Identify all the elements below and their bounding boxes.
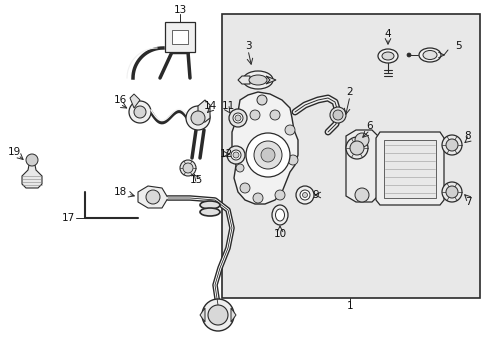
Ellipse shape [200, 208, 220, 216]
Circle shape [257, 95, 266, 105]
Circle shape [354, 188, 368, 202]
Circle shape [274, 190, 285, 200]
Polygon shape [200, 308, 204, 322]
Text: 7: 7 [464, 197, 470, 207]
Circle shape [302, 193, 307, 198]
Text: 4: 4 [384, 29, 390, 39]
Text: 10: 10 [273, 229, 286, 239]
Circle shape [185, 106, 209, 130]
Circle shape [285, 125, 294, 135]
Circle shape [445, 186, 457, 198]
Circle shape [183, 163, 193, 173]
Text: 2: 2 [346, 87, 353, 97]
Circle shape [329, 107, 346, 123]
Polygon shape [346, 130, 377, 202]
Polygon shape [230, 308, 236, 322]
Text: 15: 15 [189, 175, 202, 185]
Polygon shape [164, 22, 195, 52]
Circle shape [129, 101, 151, 123]
Polygon shape [375, 132, 443, 205]
Polygon shape [383, 140, 435, 198]
Circle shape [236, 164, 244, 172]
Text: 1: 1 [346, 301, 353, 311]
Text: 12: 12 [219, 149, 232, 159]
Polygon shape [231, 92, 297, 204]
Polygon shape [138, 186, 168, 208]
Circle shape [134, 106, 146, 118]
Circle shape [230, 150, 241, 160]
Circle shape [26, 154, 38, 166]
Text: 9: 9 [312, 190, 319, 200]
Polygon shape [130, 94, 140, 108]
Polygon shape [172, 30, 187, 44]
Polygon shape [198, 100, 209, 122]
Circle shape [445, 139, 457, 151]
Circle shape [354, 133, 368, 147]
Circle shape [180, 160, 196, 176]
Circle shape [253, 141, 282, 169]
Circle shape [226, 146, 244, 164]
Circle shape [406, 53, 410, 57]
Circle shape [228, 109, 246, 127]
Text: 13: 13 [173, 5, 186, 15]
Text: 6: 6 [366, 121, 372, 131]
Circle shape [441, 182, 461, 202]
Polygon shape [22, 160, 42, 188]
Circle shape [295, 186, 313, 204]
Circle shape [240, 183, 249, 193]
Text: 18: 18 [113, 187, 126, 197]
Polygon shape [265, 76, 275, 84]
Bar [222, 14, 479, 298]
Text: 19: 19 [7, 147, 20, 157]
Circle shape [235, 115, 241, 121]
Ellipse shape [200, 201, 220, 209]
Text: 8: 8 [464, 131, 470, 141]
Ellipse shape [271, 205, 287, 225]
Circle shape [441, 135, 461, 155]
Text: 3: 3 [244, 41, 251, 51]
Ellipse shape [377, 49, 397, 63]
Circle shape [146, 190, 160, 204]
Text: 5: 5 [454, 41, 460, 51]
Text: 16: 16 [113, 95, 126, 105]
Circle shape [287, 155, 297, 165]
Circle shape [332, 110, 342, 120]
Circle shape [261, 148, 274, 162]
Ellipse shape [381, 52, 393, 60]
Circle shape [252, 193, 263, 203]
Circle shape [245, 133, 289, 177]
Ellipse shape [248, 75, 266, 85]
Ellipse shape [422, 50, 436, 59]
Circle shape [191, 111, 204, 125]
Circle shape [349, 141, 363, 155]
Circle shape [346, 137, 367, 159]
Circle shape [269, 110, 280, 120]
Text: 14: 14 [203, 101, 216, 111]
Circle shape [232, 152, 239, 158]
Ellipse shape [418, 48, 440, 62]
Circle shape [232, 113, 243, 123]
Circle shape [202, 299, 234, 331]
Text: 11: 11 [221, 101, 234, 111]
Ellipse shape [275, 209, 284, 221]
Circle shape [249, 110, 260, 120]
Circle shape [299, 190, 309, 200]
Circle shape [207, 305, 227, 325]
Text: 17: 17 [61, 213, 75, 223]
Polygon shape [238, 76, 249, 84]
Ellipse shape [243, 71, 272, 89]
